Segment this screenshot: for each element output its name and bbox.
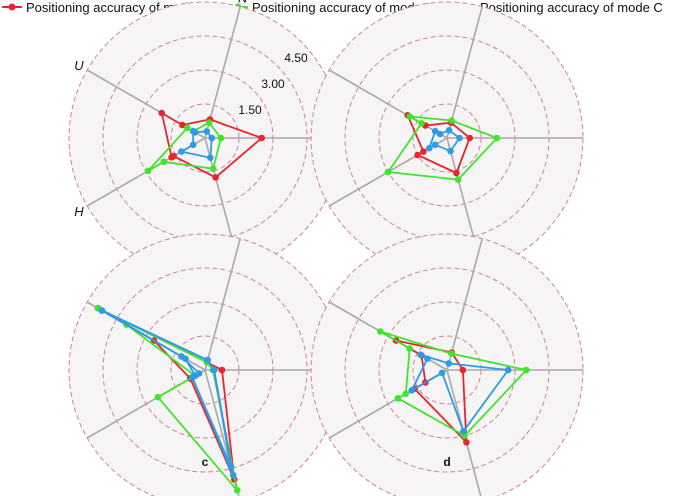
series-2-point-0 <box>417 351 424 359</box>
radar-tick-label: 1.50 <box>238 103 262 117</box>
series-0-point-3 <box>212 174 219 181</box>
series-3-point-2 <box>210 366 218 374</box>
series-1-point-5 <box>144 167 152 175</box>
panel-label: d <box>443 455 450 469</box>
legend-label-mode-c: Positioning accuracy of mode C <box>480 0 663 15</box>
series-0-point-3 <box>463 439 470 446</box>
legend: Positioning accuracy of mode A Positioni… <box>2 0 663 15</box>
radar-panel-c: c <box>68 233 342 496</box>
series-1-point-0 <box>377 328 384 335</box>
series-1-point-4 <box>160 158 168 166</box>
series-0-point-5 <box>168 154 175 161</box>
series-0-point-4 <box>414 151 421 159</box>
series-0-point-2 <box>459 366 467 374</box>
radar-axis-label-N: N <box>238 0 248 5</box>
radar-panel-d: d <box>310 233 584 496</box>
series-0-point-2 <box>218 366 226 374</box>
radar-spoke-N <box>446 238 483 371</box>
series-1-point-4 <box>154 393 162 401</box>
series-3-point-5 <box>195 370 203 377</box>
series-3-point-6 <box>178 353 185 360</box>
series-2-point-5 <box>189 141 197 149</box>
series-2-point-3 <box>447 147 454 155</box>
radar-spoke-N <box>204 6 241 139</box>
series-1-point-2 <box>217 134 225 142</box>
series-polygon-0 <box>406 114 471 174</box>
radar-panel-b: b <box>310 1 584 275</box>
series-1-point-3 <box>209 165 217 172</box>
legend-marker-mode-a <box>8 3 16 11</box>
series-1-point-4 <box>394 395 402 402</box>
series-1-point-6 <box>184 124 191 132</box>
series-2-point-2 <box>504 366 512 374</box>
radar-spoke-N <box>446 6 483 139</box>
series-2-point-0 <box>436 130 444 138</box>
series-1-point-5 <box>384 168 392 176</box>
legend-label-mode-b: Positioning accuracy of mode B <box>252 0 434 15</box>
series-3-point-0 <box>98 307 106 314</box>
series-2-point-6 <box>189 127 197 135</box>
series-2-point-6 <box>431 127 439 135</box>
series-1-point-1 <box>448 350 455 357</box>
series-1-point-1 <box>205 119 213 126</box>
series-2-point-2 <box>208 134 216 142</box>
series-1-point-5 <box>402 390 410 398</box>
series-3-point-3 <box>227 463 235 470</box>
series-1-point-6 <box>418 120 425 127</box>
series-3-point-1 <box>204 356 211 364</box>
series-0-point-2 <box>466 134 474 142</box>
series-1-point-1 <box>448 117 456 124</box>
radar-axis-label-U: U <box>74 58 84 73</box>
series-1-point-3 <box>454 176 462 183</box>
series-2-point-4 <box>178 148 185 155</box>
series-2-point-5 <box>408 387 416 394</box>
series-1-point-6 <box>406 345 414 352</box>
series-2-point-3 <box>460 428 467 435</box>
series-1-point-2 <box>523 366 530 374</box>
series-2-point-4 <box>431 141 439 149</box>
series-1-point-2 <box>493 134 501 142</box>
radar-tick-label: 3.00 <box>261 77 285 91</box>
radar-panel-a: 1.503.004.50NE3DHUa <box>68 0 355 287</box>
series-2-point-3 <box>207 154 214 161</box>
series-2-point-5 <box>426 144 433 152</box>
radar-panels: 1.503.004.50NE3DHUabcd <box>68 0 584 496</box>
panel-label: c <box>202 455 209 469</box>
series-0-point-5 <box>420 148 427 155</box>
series-polygon-1 <box>379 330 528 437</box>
series-1-point-0 <box>406 113 414 120</box>
series-2-point-1 <box>445 127 453 134</box>
series-3-point-4 <box>188 374 196 381</box>
series-2-point-2 <box>456 134 463 142</box>
series-0-point-2 <box>258 134 266 142</box>
series-1-point-3 <box>234 487 241 494</box>
series-0-point-0 <box>179 121 186 129</box>
series-2-point-1 <box>445 360 453 367</box>
series-2-point-1 <box>203 128 211 135</box>
series-0-point-6 <box>158 109 166 117</box>
series-0-point-3 <box>453 169 460 177</box>
radar-axis-label-H: H <box>74 204 84 219</box>
radar-tick-label: 4.50 <box>284 51 308 65</box>
series-polygon-2 <box>410 353 510 433</box>
series-2-point-4 <box>438 369 446 377</box>
radar-spoke-N <box>204 238 241 371</box>
series-2-point-3 <box>229 471 237 479</box>
series-2-point-6 <box>424 355 431 363</box>
